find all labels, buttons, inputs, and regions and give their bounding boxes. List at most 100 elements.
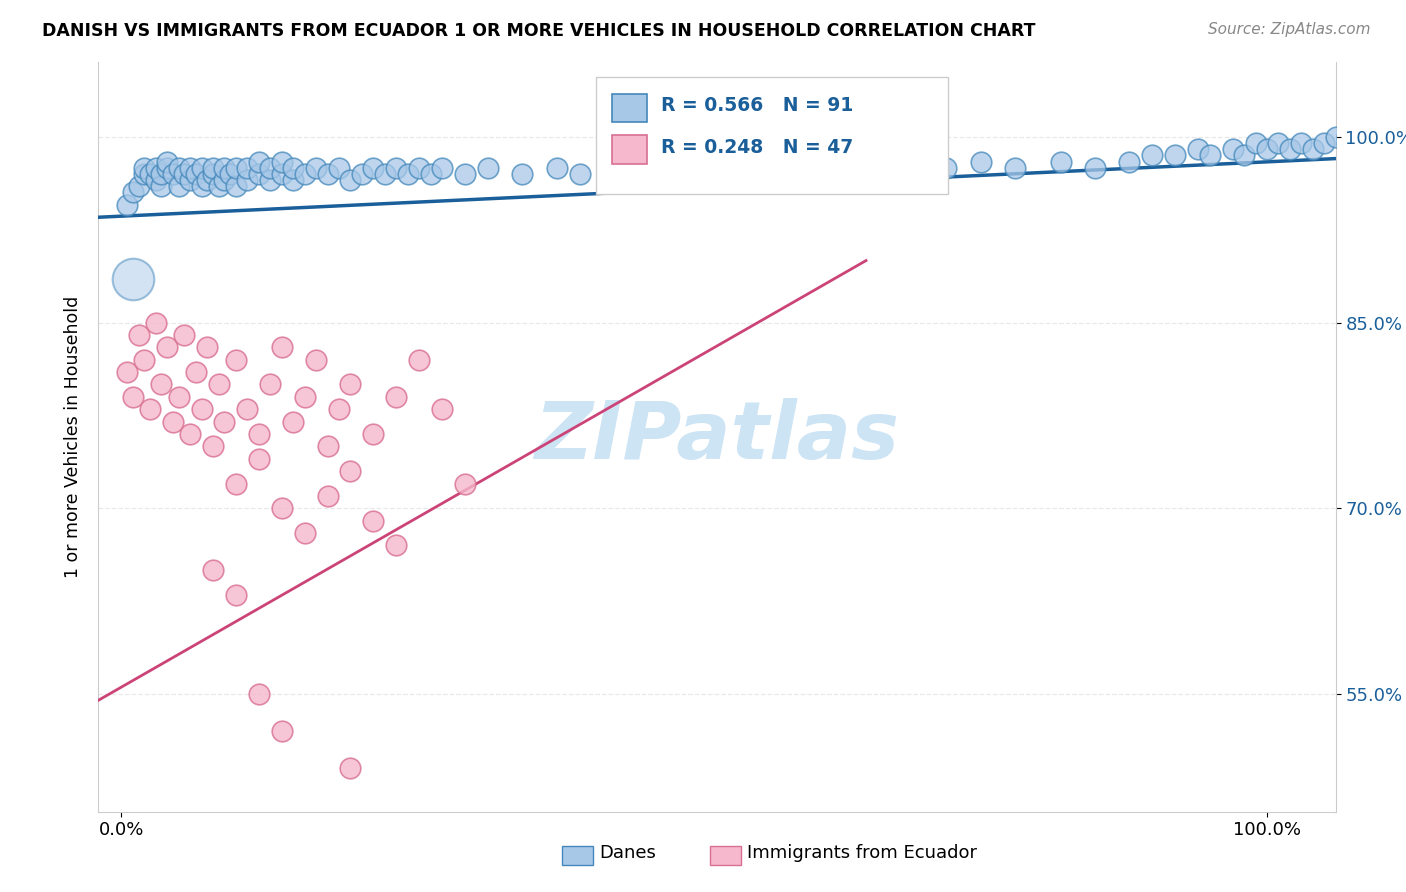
- Point: [270, 154, 292, 169]
- Point: [316, 167, 339, 181]
- Point: [477, 161, 499, 175]
- Text: R = 0.566   N = 91: R = 0.566 N = 91: [661, 96, 853, 115]
- Point: [294, 167, 316, 181]
- Point: [419, 167, 441, 181]
- Point: [259, 161, 281, 175]
- Point: [145, 316, 167, 330]
- Point: [173, 327, 195, 342]
- Point: [179, 161, 201, 175]
- Point: [1049, 154, 1071, 169]
- Point: [316, 489, 339, 503]
- Point: [150, 179, 173, 194]
- Point: [150, 377, 173, 392]
- Point: [145, 161, 167, 175]
- Point: [236, 161, 259, 175]
- Point: [134, 167, 156, 181]
- Point: [219, 167, 242, 181]
- Point: [128, 327, 150, 342]
- Point: [190, 161, 212, 175]
- Point: [225, 588, 247, 602]
- Point: [162, 167, 184, 181]
- Point: [1278, 142, 1301, 156]
- Point: [225, 161, 247, 175]
- Point: [1347, 136, 1369, 150]
- Point: [1244, 136, 1267, 150]
- Point: [184, 365, 207, 379]
- Point: [247, 687, 270, 701]
- Point: [430, 161, 453, 175]
- Point: [201, 439, 224, 453]
- Point: [121, 272, 143, 286]
- Point: [328, 402, 350, 417]
- Point: [775, 161, 797, 175]
- Point: [1198, 148, 1220, 162]
- Point: [1004, 161, 1026, 175]
- Point: [1291, 136, 1313, 150]
- Point: [339, 464, 361, 478]
- Point: [121, 390, 143, 404]
- Bar: [612, 135, 647, 163]
- Point: [1324, 129, 1347, 144]
- Point: [316, 439, 339, 453]
- Point: [259, 377, 281, 392]
- Point: [305, 161, 328, 175]
- Point: [889, 154, 911, 169]
- Point: [247, 154, 270, 169]
- Point: [128, 179, 150, 194]
- Point: [1313, 136, 1336, 150]
- Point: [430, 402, 453, 417]
- Point: [1371, 136, 1393, 150]
- Point: [156, 161, 179, 175]
- Point: [270, 501, 292, 516]
- Point: [510, 167, 533, 181]
- Point: [283, 415, 305, 429]
- Point: [385, 390, 408, 404]
- FancyBboxPatch shape: [596, 78, 949, 194]
- Point: [214, 173, 236, 187]
- Text: DANISH VS IMMIGRANTS FROM ECUADOR 1 OR MORE VEHICLES IN HOUSEHOLD CORRELATION CH: DANISH VS IMMIGRANTS FROM ECUADOR 1 OR M…: [42, 22, 1036, 40]
- Text: Source: ZipAtlas.com: Source: ZipAtlas.com: [1208, 22, 1371, 37]
- Point: [1187, 142, 1209, 156]
- Text: Immigrants from Ecuador: Immigrants from Ecuador: [747, 844, 977, 862]
- Point: [294, 390, 316, 404]
- Point: [935, 161, 957, 175]
- Point: [568, 167, 591, 181]
- Point: [1142, 148, 1164, 162]
- Point: [225, 476, 247, 491]
- Point: [626, 154, 648, 169]
- Point: [179, 427, 201, 442]
- Point: [214, 161, 236, 175]
- Point: [1358, 129, 1381, 144]
- Point: [546, 161, 568, 175]
- Point: [247, 451, 270, 466]
- Point: [339, 761, 361, 775]
- Point: [855, 161, 877, 175]
- Text: ZIPatlas: ZIPatlas: [534, 398, 900, 476]
- Y-axis label: 1 or more Vehicles in Household: 1 or more Vehicles in Household: [63, 296, 82, 578]
- Point: [1302, 142, 1324, 156]
- Point: [115, 198, 138, 212]
- Point: [1267, 136, 1289, 150]
- Point: [236, 173, 259, 187]
- Point: [1222, 142, 1244, 156]
- Point: [184, 167, 207, 181]
- Point: [454, 167, 477, 181]
- Point: [969, 154, 991, 169]
- Point: [247, 427, 270, 442]
- Point: [1256, 142, 1278, 156]
- Point: [236, 402, 259, 417]
- Bar: [612, 94, 647, 122]
- Point: [1118, 154, 1140, 169]
- Point: [1382, 129, 1405, 144]
- Point: [201, 167, 224, 181]
- Point: [820, 154, 842, 169]
- Point: [208, 377, 231, 392]
- Point: [1164, 148, 1187, 162]
- Point: [247, 167, 270, 181]
- Point: [195, 173, 218, 187]
- Point: [134, 352, 156, 367]
- Point: [167, 179, 190, 194]
- Point: [167, 161, 190, 175]
- Point: [190, 179, 212, 194]
- Point: [214, 415, 236, 429]
